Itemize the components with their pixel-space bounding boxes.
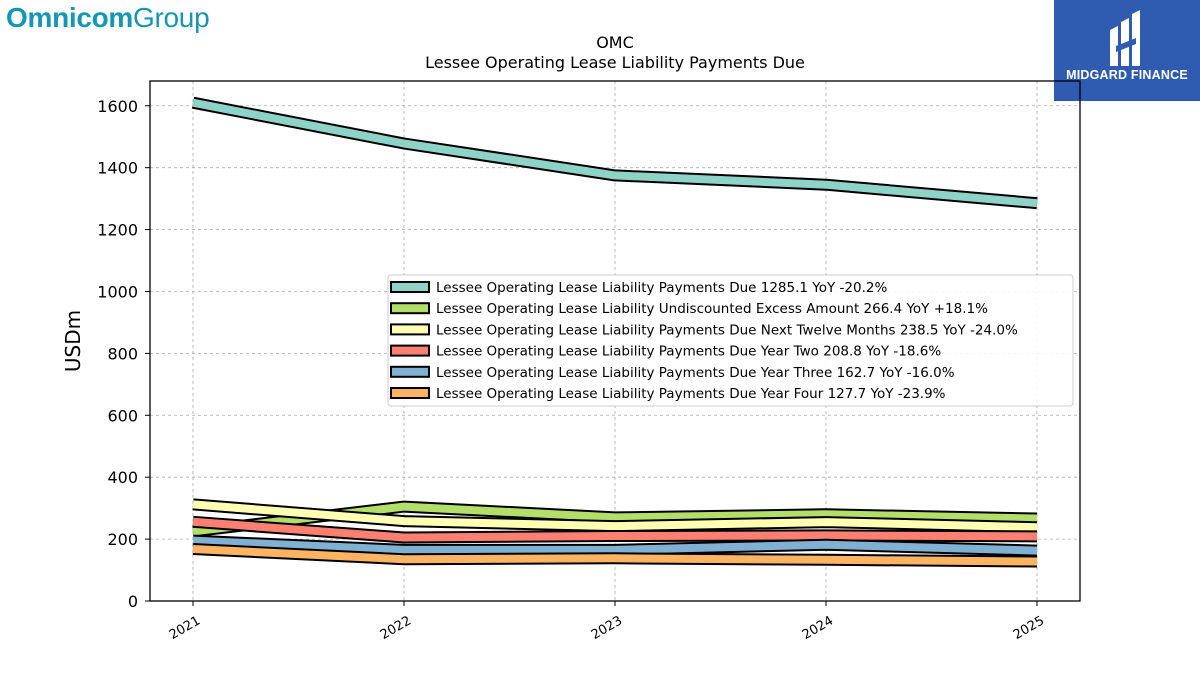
legend-label: Lessee Operating Lease Liability Payment… bbox=[436, 386, 946, 402]
legend-label: Lessee Operating Lease Liability Payment… bbox=[436, 322, 1018, 338]
chart-subtitle: Lessee Operating Lease Liability Payment… bbox=[425, 53, 805, 72]
legend-item: Lessee Operating Lease Liability Payment… bbox=[390, 365, 955, 381]
series-line bbox=[192, 498, 1038, 534]
legend-label: Lessee Operating Lease Liability Payment… bbox=[436, 280, 887, 296]
series-line-fill bbox=[192, 517, 1038, 542]
y-tick-label: 1400 bbox=[97, 159, 138, 178]
x-tick-label: 2025 bbox=[1011, 613, 1047, 643]
logo-text-group: Group bbox=[133, 2, 210, 33]
series-line bbox=[192, 515, 1038, 544]
y-axis-label: USDm bbox=[61, 310, 85, 372]
legend-item: Lessee Operating Lease Liability Payment… bbox=[390, 280, 887, 296]
midgard-finance-logo: MIDGARD FINANCE bbox=[1054, 0, 1200, 101]
legend-item: Lessee Operating Lease Liability Payment… bbox=[390, 386, 946, 402]
series-line-fill bbox=[192, 500, 1038, 532]
legend-swatch bbox=[390, 302, 430, 315]
legend-box bbox=[387, 274, 1074, 407]
x-tick-label: 2024 bbox=[800, 613, 836, 643]
series-line-fill bbox=[192, 545, 1038, 566]
series-line bbox=[192, 534, 1038, 557]
legend-label: Lessee Operating Lease Liability Undisco… bbox=[436, 301, 988, 317]
legend-label: Lessee Operating Lease Liability Payment… bbox=[436, 344, 941, 360]
y-axis-ticks: 0 200 400 600 800 1000 1200 1400 1600 bbox=[97, 97, 150, 611]
logo-text-omnicom: Omnicom bbox=[6, 2, 134, 33]
series-line bbox=[192, 543, 1038, 568]
x-tick-label: 2022 bbox=[378, 613, 414, 643]
legend-swatch bbox=[390, 365, 430, 378]
y-tick-label: 400 bbox=[107, 468, 138, 487]
y-tick-label: 200 bbox=[107, 530, 138, 549]
midgard-emblem-icon bbox=[1110, 10, 1140, 66]
legend-item: Lessee Operating Lease Liability Undisco… bbox=[390, 301, 988, 317]
y-tick-label: 1000 bbox=[97, 282, 138, 301]
midgard-finance-label: MIDGARD FINANCE bbox=[1066, 68, 1188, 82]
legend-swatch bbox=[390, 387, 430, 399]
chart-title: OMC bbox=[596, 33, 634, 52]
x-axis-ticks: 2021 2022 2023 2024 2025 bbox=[167, 601, 1047, 643]
y-tick-label: 1600 bbox=[97, 97, 138, 116]
x-tick-label: 2021 bbox=[167, 613, 203, 643]
y-tick-label: 800 bbox=[107, 344, 138, 363]
legend-swatch bbox=[390, 281, 430, 293]
omnicom-group-logo: OmnicomGroup bbox=[6, 2, 210, 34]
legend-item: Lessee Operating Lease Liability Payment… bbox=[390, 322, 1018, 338]
series-line-fill bbox=[192, 98, 1038, 208]
legend-item: Lessee Operating Lease Liability Payment… bbox=[390, 344, 941, 360]
legend-label: Lessee Operating Lease Liability Payment… bbox=[436, 365, 955, 381]
series-line-fill bbox=[192, 536, 1038, 555]
x-tick-label: 2023 bbox=[589, 613, 625, 643]
y-tick-label: 0 bbox=[128, 592, 138, 611]
legend-swatch bbox=[390, 323, 430, 336]
series-line bbox=[191, 96, 1038, 210]
y-tick-label: 1200 bbox=[97, 221, 138, 240]
y-tick-label: 600 bbox=[107, 406, 138, 425]
legend-swatch bbox=[390, 344, 430, 357]
series-lines bbox=[191, 96, 1038, 568]
legend: Lessee Operating Lease Liability Payment… bbox=[387, 274, 1074, 407]
